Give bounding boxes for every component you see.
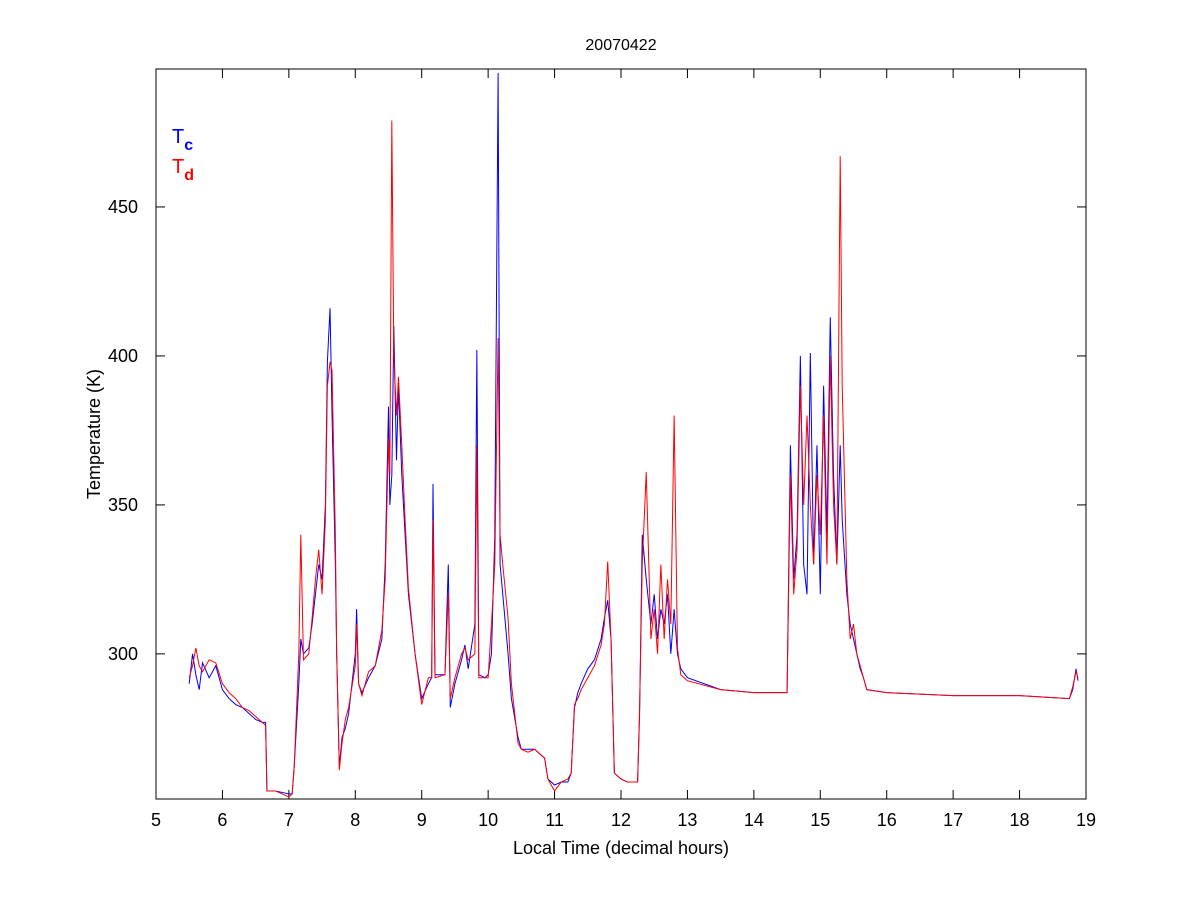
x-tick-label: 12 <box>611 810 631 830</box>
x-tick-label: 14 <box>744 810 764 830</box>
legend-entry: Tc <box>172 126 193 154</box>
x-tick-label: 9 <box>417 810 427 830</box>
x-tick-label: 17 <box>943 810 963 830</box>
y-tick-label: 350 <box>108 495 138 515</box>
x-tick-label: 18 <box>1010 810 1030 830</box>
x-tick-label: 8 <box>350 810 360 830</box>
chart-title: 20070422 <box>585 37 656 54</box>
y-tick-label: 450 <box>108 197 138 217</box>
x-tick-label: 16 <box>877 810 897 830</box>
legend-entry: Td <box>172 156 194 184</box>
x-tick-label: 6 <box>217 810 227 830</box>
x-axis-label: Local Time (decimal hours) <box>513 838 729 858</box>
x-tick-label: 10 <box>478 810 498 830</box>
plot-area <box>155 68 1087 800</box>
y-tick-label: 400 <box>108 346 138 366</box>
x-tick-label: 13 <box>677 810 697 830</box>
x-tick-label: 11 <box>545 810 564 830</box>
data-line <box>188 120 1079 798</box>
y-axis-label: Temperature (K) <box>84 369 104 499</box>
y-tick-label: 300 <box>108 644 138 664</box>
x-tick-label: 15 <box>810 810 830 830</box>
x-tick-label: 5 <box>151 810 161 830</box>
x-tick-label: 19 <box>1076 810 1096 830</box>
x-tick-label: 7 <box>284 810 294 830</box>
data-line <box>188 72 1079 795</box>
